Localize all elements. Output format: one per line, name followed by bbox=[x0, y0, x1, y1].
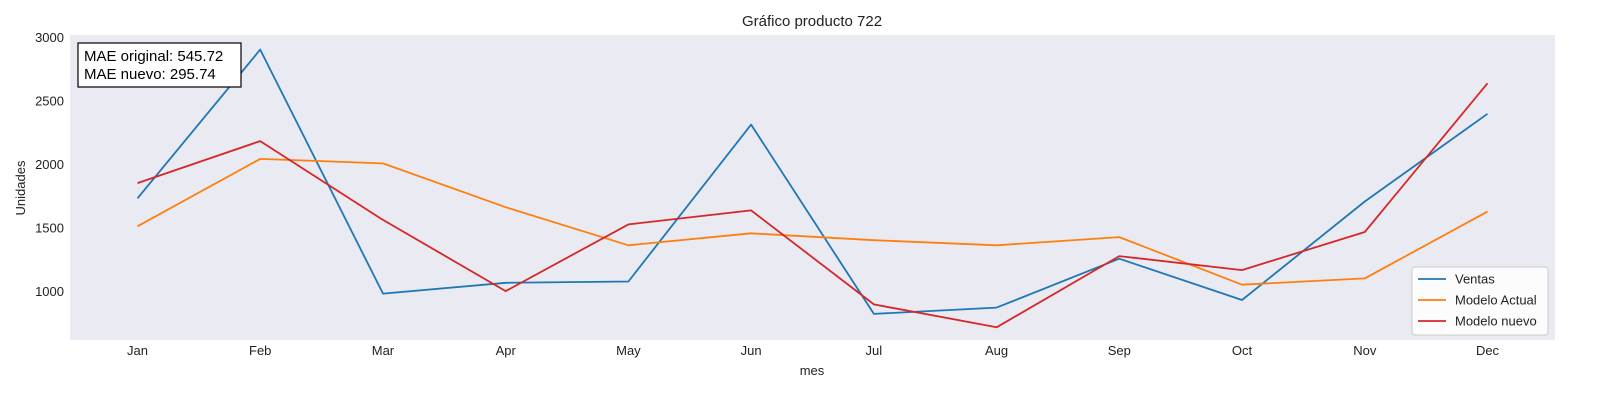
x-tick-label: May bbox=[616, 343, 641, 358]
y-axis-ticks: 1000 1500 2000 2500 3000 bbox=[35, 30, 64, 299]
legend: Ventas Modelo Actual Modelo nuevo bbox=[1411, 266, 1549, 336]
legend-label: Modelo nuevo bbox=[1455, 314, 1537, 329]
annotation-line-1: MAE original: 545.72 bbox=[84, 48, 223, 65]
x-tick-label: Oct bbox=[1232, 343, 1253, 358]
mae-annotation: MAE original: 545.72 MAE nuevo: 295.74 bbox=[77, 42, 242, 88]
y-tick-label: 1500 bbox=[35, 221, 64, 236]
y-tick-label: 2500 bbox=[35, 94, 64, 109]
legend-label: Ventas bbox=[1455, 272, 1495, 287]
x-tick-label: Jan bbox=[127, 343, 148, 358]
y-tick-label: 1000 bbox=[35, 284, 64, 299]
x-tick-label: Sep bbox=[1108, 343, 1131, 358]
y-tick-label: 3000 bbox=[35, 30, 64, 45]
y-tick-label: 2000 bbox=[35, 157, 64, 172]
chart-title: Gráfico producto 722 bbox=[742, 13, 882, 30]
x-tick-label: Apr bbox=[496, 343, 517, 358]
y-axis-label: Unidades bbox=[13, 160, 28, 215]
x-tick-label: Dec bbox=[1476, 343, 1500, 358]
x-axis-ticks: Jan Feb Mar Apr May Jun Jul Aug Sep Oct Nov Dec bbox=[127, 343, 1500, 358]
x-tick-label: Jun bbox=[741, 343, 762, 358]
series-line-modelo-actual bbox=[137, 157, 1488, 286]
series-line-modelo-nuevo bbox=[137, 82, 1489, 329]
legend-label: Modelo Actual bbox=[1455, 293, 1537, 308]
plot-area bbox=[70, 35, 1555, 340]
x-axis-label: mes bbox=[800, 363, 825, 378]
x-tick-label: Aug bbox=[985, 343, 1008, 358]
annotation-box bbox=[77, 42, 242, 88]
x-tick-label: Feb bbox=[249, 343, 271, 358]
legend-box bbox=[1411, 266, 1549, 336]
series-lines bbox=[136, 48, 1489, 329]
x-tick-label: Mar bbox=[372, 343, 395, 358]
x-tick-label: Jul bbox=[866, 343, 883, 358]
x-tick-label: Nov bbox=[1353, 343, 1377, 358]
annotation-line-2: MAE nuevo: 295.74 bbox=[84, 66, 216, 83]
